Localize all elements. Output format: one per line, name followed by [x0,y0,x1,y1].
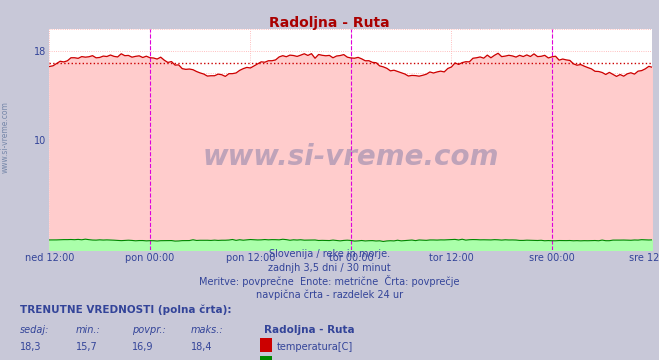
Text: TRENUTNE VREDNOSTI (polna črta):: TRENUTNE VREDNOSTI (polna črta): [20,305,231,315]
Text: Radoljna - Ruta: Radoljna - Ruta [264,325,355,335]
Text: Radoljna - Ruta: Radoljna - Ruta [269,16,390,30]
Text: temperatura[C]: temperatura[C] [277,342,353,352]
Text: 18,4: 18,4 [191,342,213,352]
Text: zadnjh 3,5 dni / 30 minut: zadnjh 3,5 dni / 30 minut [268,263,391,273]
Text: sedaj:: sedaj: [20,325,49,335]
Text: maks.:: maks.: [191,325,224,335]
Text: 16,9: 16,9 [132,342,154,352]
Text: 15,7: 15,7 [76,342,98,352]
Text: navpična črta - razdelek 24 ur: navpična črta - razdelek 24 ur [256,290,403,301]
Text: min.:: min.: [76,325,101,335]
Text: povpr.:: povpr.: [132,325,165,335]
Text: www.si-vreme.com: www.si-vreme.com [203,143,499,171]
Text: Meritve: povprečne  Enote: metrične  Črta: povprečje: Meritve: povprečne Enote: metrične Črta:… [199,275,460,287]
Text: www.si-vreme.com: www.si-vreme.com [1,101,10,173]
Text: 18,3: 18,3 [20,342,42,352]
Text: Slovenija / reke in morje.: Slovenija / reke in morje. [269,249,390,260]
